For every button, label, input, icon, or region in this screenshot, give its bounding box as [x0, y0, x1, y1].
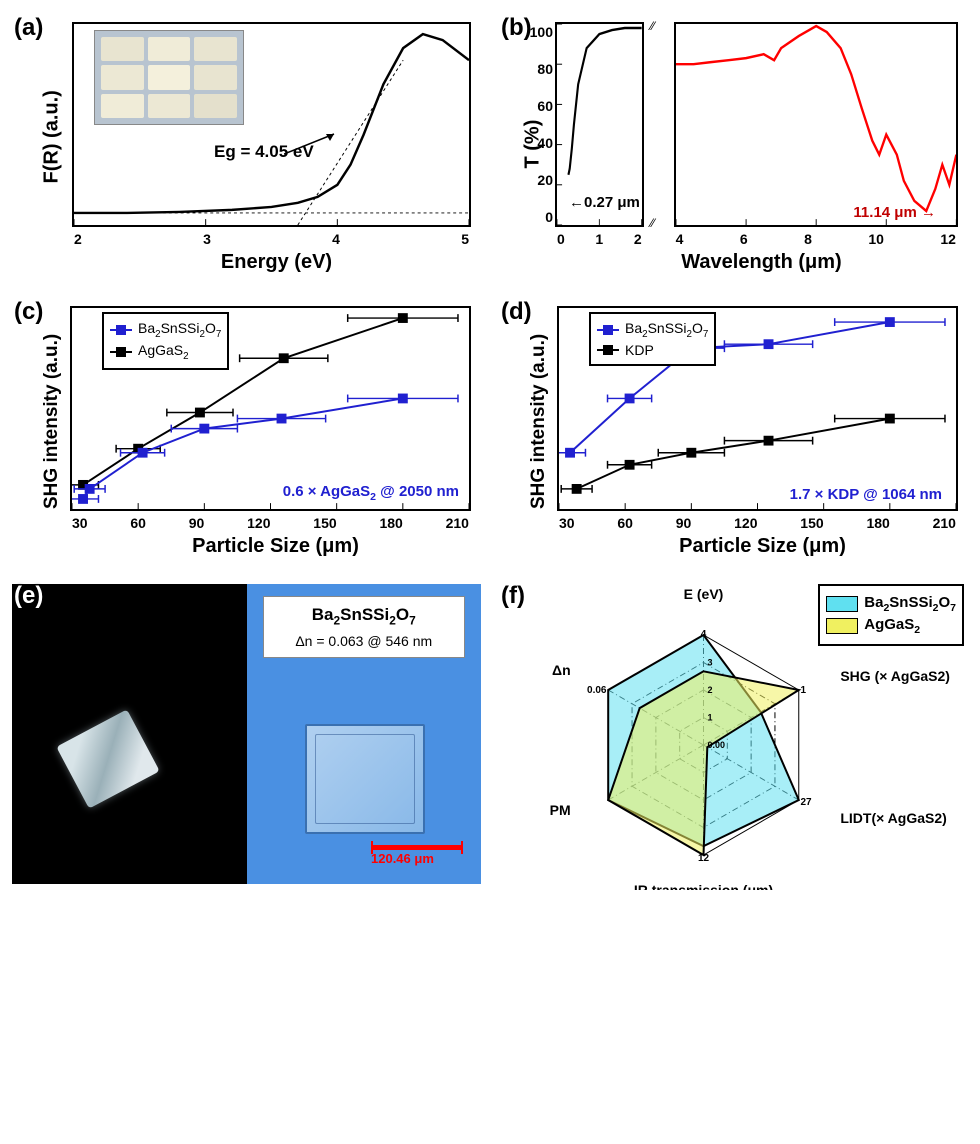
- legend-c-label2: AgGaS2: [138, 342, 189, 362]
- panel-c: (c) Ba2SnSSi2O7 AgGaS2 0.6 × AgGaS2 @ 20…: [12, 296, 481, 558]
- panel-e-compound: Ba2SnSSi2O7: [274, 605, 455, 627]
- scale-bar: 120.46 μm: [371, 845, 463, 866]
- svg-text:IR transmission (μm): IR transmission (μm): [634, 882, 773, 890]
- panel-b-label: (b): [501, 14, 532, 42]
- annot-d: 1.7 × KDP @ 1064 nm: [790, 486, 942, 503]
- legend-d-label1: Ba2SnSSi2O7: [625, 320, 708, 340]
- panel-f-label: (f): [501, 582, 525, 610]
- svg-text:0.06: 0.06: [587, 685, 607, 696]
- radar-legend-label1: Ba2SnSSi2O7: [864, 594, 956, 614]
- annot-c: 0.6 × AgGaS2 @ 2050 nm: [283, 483, 459, 503]
- plot-c-frame: Ba2SnSSi2O7 AgGaS2 0.6 × AgGaS2 @ 2050 n…: [70, 306, 471, 511]
- svg-text:1: 1: [708, 713, 713, 723]
- radar-legend-row2: AgGaS2: [826, 616, 956, 636]
- legend-c: Ba2SnSSi2O7 AgGaS2: [102, 312, 229, 370]
- panel-a: (a) Eg = 4.05 eV: [12, 12, 481, 274]
- bandgap-annotation: Eg = 4.05 eV: [214, 142, 314, 162]
- axis-break: ⁄⁄ ⁄⁄: [654, 22, 664, 227]
- radar-legend-label2: AgGaS2: [864, 616, 920, 636]
- ylabel-d: SHG intensity (a.u.): [528, 309, 550, 509]
- svg-text:SHG (× AgGaS2): SHG (× AgGaS2): [840, 668, 950, 684]
- panel-e-title-box: Ba2SnSSi2O7 Δn = 0.063 @ 546 nm: [263, 596, 466, 658]
- svg-text:3: 3: [708, 658, 713, 668]
- panel-e-crystal: [305, 724, 425, 834]
- annot-1114: 11.14 μm →: [853, 204, 936, 221]
- annotation-arrow: [284, 130, 344, 170]
- plot-b-right-svg: [676, 24, 956, 225]
- radar-legend: Ba2SnSSi2O7 AgGaS2: [818, 584, 964, 646]
- xticks-a: 2345: [74, 231, 469, 247]
- legend-d: Ba2SnSSi2O7 KDP: [589, 312, 716, 366]
- plot-b-right: 4681012 11.14 μm →: [674, 22, 958, 227]
- panel-e-birefringence: Δn = 0.063 @ 546 nm: [274, 633, 455, 649]
- legend-c-row1: Ba2SnSSi2O7: [110, 320, 221, 340]
- legend-d-label2: KDP: [625, 342, 654, 358]
- xticks-b-right: 4681012: [676, 231, 956, 247]
- panel-a-label: (a): [14, 14, 43, 42]
- xlabel-c: Particle Size (μm): [70, 535, 481, 558]
- legend-c-label1: Ba2SnSSi2O7: [138, 320, 221, 340]
- panel-d-label: (d): [501, 298, 532, 326]
- xticks-d: 306090120150180210: [559, 515, 956, 531]
- legend-d-row1: Ba2SnSSi2O7: [597, 320, 708, 340]
- plot-a-frame: Eg = 4.05 eV 2345: [72, 22, 471, 227]
- panel-d: (d) Ba2SnSSi2O7 KDP 1.7 × KDP @ 1064 nm …: [499, 296, 968, 558]
- svg-text:LIDT(× AgGaS2): LIDT(× AgGaS2): [840, 810, 946, 826]
- svg-text:E (eV): E (eV): [684, 586, 724, 602]
- annot-027: ←0.27 μm: [569, 194, 640, 211]
- svg-text:0.00: 0.00: [708, 740, 726, 750]
- panel-f: (f) E (eV) 4 SHG (× AgGaS2) 1 LIDT(× AgGaS2)…: [499, 580, 968, 890]
- svg-text:1: 1: [800, 685, 806, 696]
- panel-c-label: (c): [14, 298, 43, 326]
- plot-d-frame: Ba2SnSSi2O7 KDP 1.7 × KDP @ 1064 nm 3060…: [557, 306, 958, 511]
- legend-c-row2: AgGaS2: [110, 342, 221, 362]
- plot-b-left: 020406080100 012 ←0.27 μm: [555, 22, 644, 227]
- xticks-b-left: 012: [557, 231, 642, 247]
- panel-e-right-image: Ba2SnSSi2O7 Δn = 0.063 @ 546 nm 120.46 μ…: [247, 584, 482, 884]
- ylabel-b: T (%): [522, 89, 545, 169]
- panel-e: (e) Ba2SnSSi2O7 Δn = 0.063 @ 546 nm: [12, 580, 481, 890]
- xlabel-a: Energy (eV): [72, 251, 481, 274]
- svg-text:Δn: Δn: [552, 662, 571, 678]
- panel-e-left-image: [12, 584, 247, 884]
- ylabel-c: SHG intensity (a.u.): [41, 309, 63, 509]
- svg-text:2: 2: [708, 685, 713, 695]
- xlabel-b: Wavelength (μm): [555, 251, 968, 274]
- panel-e-label: (e): [14, 582, 43, 610]
- svg-text:12: 12: [698, 853, 710, 864]
- inset-crystals: [94, 30, 244, 125]
- ylabel-a: F(R) (a.u.): [41, 64, 64, 184]
- svg-text:PM: PM: [550, 802, 571, 818]
- xticks-c: 306090120150180210: [72, 515, 469, 531]
- panel-b: (b) 020406080100 012 ←0.27 μm ⁄⁄ ⁄⁄ 4: [499, 12, 968, 274]
- svg-text:27: 27: [800, 797, 812, 808]
- radar-legend-row1: Ba2SnSSi2O7: [826, 594, 956, 614]
- xlabel-d: Particle Size (μm): [557, 535, 968, 558]
- svg-text:4: 4: [701, 629, 707, 640]
- legend-d-row2: KDP: [597, 342, 708, 358]
